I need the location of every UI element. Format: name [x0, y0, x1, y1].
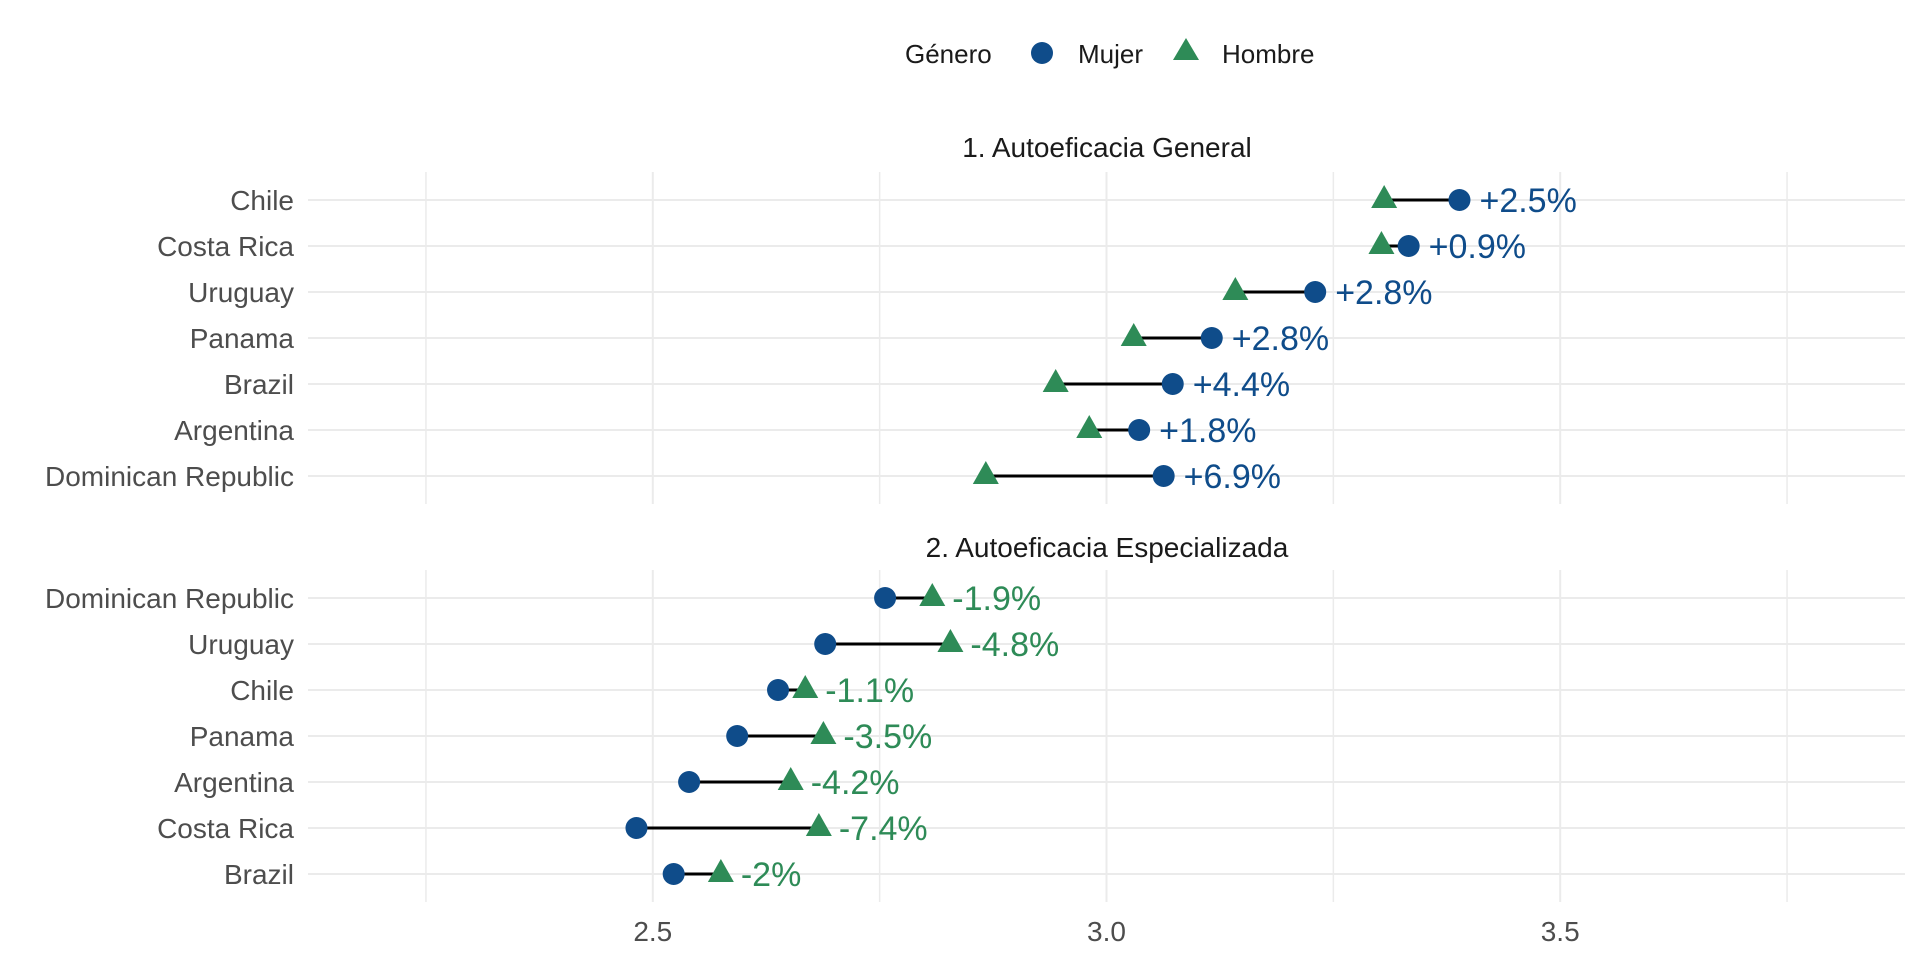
category-label: Dominican Republic: [45, 461, 294, 492]
point-hombre: [792, 675, 819, 698]
x-tick-label: 3.0: [1087, 916, 1126, 947]
difference-label: -4.2%: [811, 764, 900, 802]
category-label: Brazil: [224, 369, 294, 400]
point-mujer: [678, 771, 701, 793]
point-hombre: [1222, 277, 1249, 300]
category-label: Costa Rica: [157, 813, 294, 844]
category-label: Dominican Republic: [45, 583, 294, 614]
point-hombre: [707, 859, 734, 882]
category-label: Panama: [190, 721, 295, 752]
point-hombre: [1368, 231, 1395, 254]
category-label: Argentina: [174, 415, 294, 446]
x-tick-label: 2.5: [633, 916, 672, 947]
panel-autoeficacia-especializada: Dominican Republic -1.9% Uruguay -4.8% Chile…: [45, 570, 1905, 902]
point-mujer: [1397, 235, 1420, 257]
point-hombre: [1076, 415, 1103, 438]
legend-hombre-icon: [1173, 38, 1199, 60]
point-mujer: [1152, 465, 1175, 487]
difference-label: -3.5%: [843, 718, 932, 756]
point-mujer: [874, 587, 897, 609]
category-label: Brazil: [224, 859, 294, 890]
difference-label: +1.8%: [1159, 412, 1256, 450]
difference-label: +2.8%: [1232, 320, 1329, 358]
point-hombre: [1371, 185, 1398, 208]
point-hombre: [810, 721, 837, 744]
difference-label: +2.8%: [1335, 274, 1432, 312]
category-label: Chile: [230, 675, 294, 706]
difference-label: -1.9%: [952, 580, 1041, 618]
category-label: Uruguay: [188, 277, 294, 308]
category-label: Argentina: [174, 767, 294, 798]
x-tick-label: 3.5: [1541, 916, 1580, 947]
difference-label: +4.4%: [1193, 366, 1290, 404]
legend: Género Mujer Hombre: [905, 38, 1314, 69]
point-mujer: [625, 817, 648, 839]
legend-hombre-label: Hombre: [1222, 39, 1314, 69]
legend-title: Género: [905, 39, 992, 69]
difference-label: -2%: [741, 856, 801, 894]
point-hombre: [1042, 369, 1069, 392]
x-axis: 2.5 3.0 3.5: [633, 916, 1579, 947]
point-mujer: [1304, 281, 1327, 303]
point-mujer: [767, 679, 790, 701]
point-hombre: [937, 629, 964, 652]
difference-label: -4.8%: [970, 626, 1059, 664]
difference-label: -7.4%: [839, 810, 928, 848]
panel-autoeficacia-general: Chile +2.5% Costa Rica +0.9% Uruguay +2.8% Pan…: [45, 172, 1905, 504]
category-label: Costa Rica: [157, 231, 294, 262]
point-hombre: [972, 461, 999, 484]
legend-mujer-icon: [1031, 42, 1053, 64]
point-hombre: [1120, 323, 1147, 346]
point-mujer: [814, 633, 837, 655]
point-mujer: [1448, 189, 1471, 211]
difference-label: +2.5%: [1479, 182, 1576, 220]
category-label: Uruguay: [188, 629, 294, 660]
point-mujer: [1161, 373, 1184, 395]
panel-1-title: 1. Autoeficacia General: [962, 132, 1252, 163]
point-hombre: [777, 767, 804, 790]
point-hombre: [919, 583, 946, 606]
difference-label: +0.9%: [1429, 228, 1526, 266]
point-mujer: [1128, 419, 1151, 441]
difference-label: +6.9%: [1184, 458, 1281, 496]
point-mujer: [726, 725, 749, 747]
point-mujer: [1200, 327, 1223, 349]
point-mujer: [662, 863, 685, 885]
legend-mujer-label: Mujer: [1078, 39, 1143, 69]
panel-2-title: 2. Autoeficacia Especializada: [926, 532, 1289, 563]
point-hombre: [805, 813, 832, 836]
category-label: Chile: [230, 185, 294, 216]
category-label: Panama: [190, 323, 295, 354]
difference-label: -1.1%: [825, 672, 914, 710]
